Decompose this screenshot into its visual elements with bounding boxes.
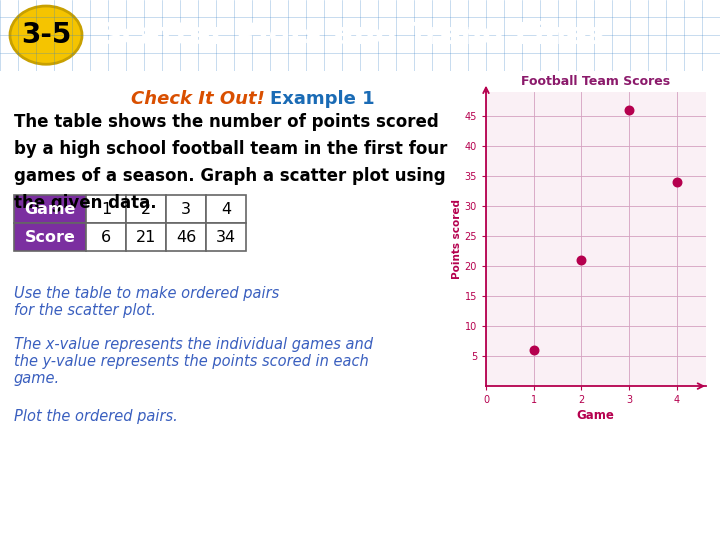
Bar	[126, 195, 166, 224]
Text: 1: 1	[101, 202, 111, 217]
Text: Copyright © by Holt Mc Dougal. All Rights Reserved.: Copyright © by Holt Mc Dougal. All Right…	[438, 520, 712, 530]
Text: The x-value represents the individual games and: The x-value represents the individual ga…	[14, 336, 373, 352]
Text: 6: 6	[101, 230, 111, 245]
FancyBboxPatch shape	[14, 224, 86, 252]
Text: by a high school football team in the first four: by a high school football team in the fi…	[14, 140, 447, 158]
X-axis label: Game: Game	[577, 409, 615, 422]
Text: the given data.: the given data.	[14, 194, 157, 212]
Text: for the scatter plot.: for the scatter plot.	[14, 303, 156, 319]
Point	[576, 255, 588, 264]
Text: games of a season. Graph a scatter plot using: games of a season. Graph a scatter plot …	[14, 167, 446, 185]
Text: Game: Game	[24, 202, 76, 217]
Text: 46: 46	[176, 230, 196, 245]
Y-axis label: Points scored: Points scored	[451, 199, 462, 279]
Text: Plot the ordered pairs.: Plot the ordered pairs.	[14, 409, 178, 423]
Point	[671, 178, 683, 186]
Text: 2: 2	[141, 202, 151, 217]
Text: 21: 21	[136, 230, 156, 245]
Point	[624, 105, 635, 114]
Bar	[86, 195, 126, 224]
Text: 3-5: 3-5	[21, 21, 71, 49]
Text: 3: 3	[181, 202, 191, 217]
Bar	[206, 195, 246, 224]
Ellipse shape	[10, 6, 82, 64]
Title: Football Team Scores: Football Team Scores	[521, 75, 670, 88]
Bar	[126, 224, 166, 252]
Text: Check It Out!: Check It Out!	[131, 90, 265, 109]
Text: game.: game.	[14, 370, 60, 386]
Text: Scatter Plots and Trend Lines: Scatter Plots and Trend Lines	[100, 21, 605, 50]
Text: The table shows the number of points scored: The table shows the number of points sco…	[14, 113, 438, 131]
Bar	[166, 195, 206, 224]
Text: Score: Score	[24, 230, 76, 245]
Bar	[166, 224, 206, 252]
Text: 34: 34	[216, 230, 236, 245]
Bar	[206, 224, 246, 252]
Text: Example 1: Example 1	[270, 90, 374, 109]
Bar	[86, 224, 126, 252]
Text: Holt McDougal Algebra 1: Holt McDougal Algebra 1	[8, 518, 182, 531]
Point	[528, 346, 539, 354]
Text: the y-value represents the points scored in each: the y-value represents the points scored…	[14, 354, 369, 368]
Text: 4: 4	[221, 202, 231, 217]
FancyBboxPatch shape	[14, 195, 86, 224]
Text: Use the table to make ordered pairs: Use the table to make ordered pairs	[14, 287, 279, 301]
